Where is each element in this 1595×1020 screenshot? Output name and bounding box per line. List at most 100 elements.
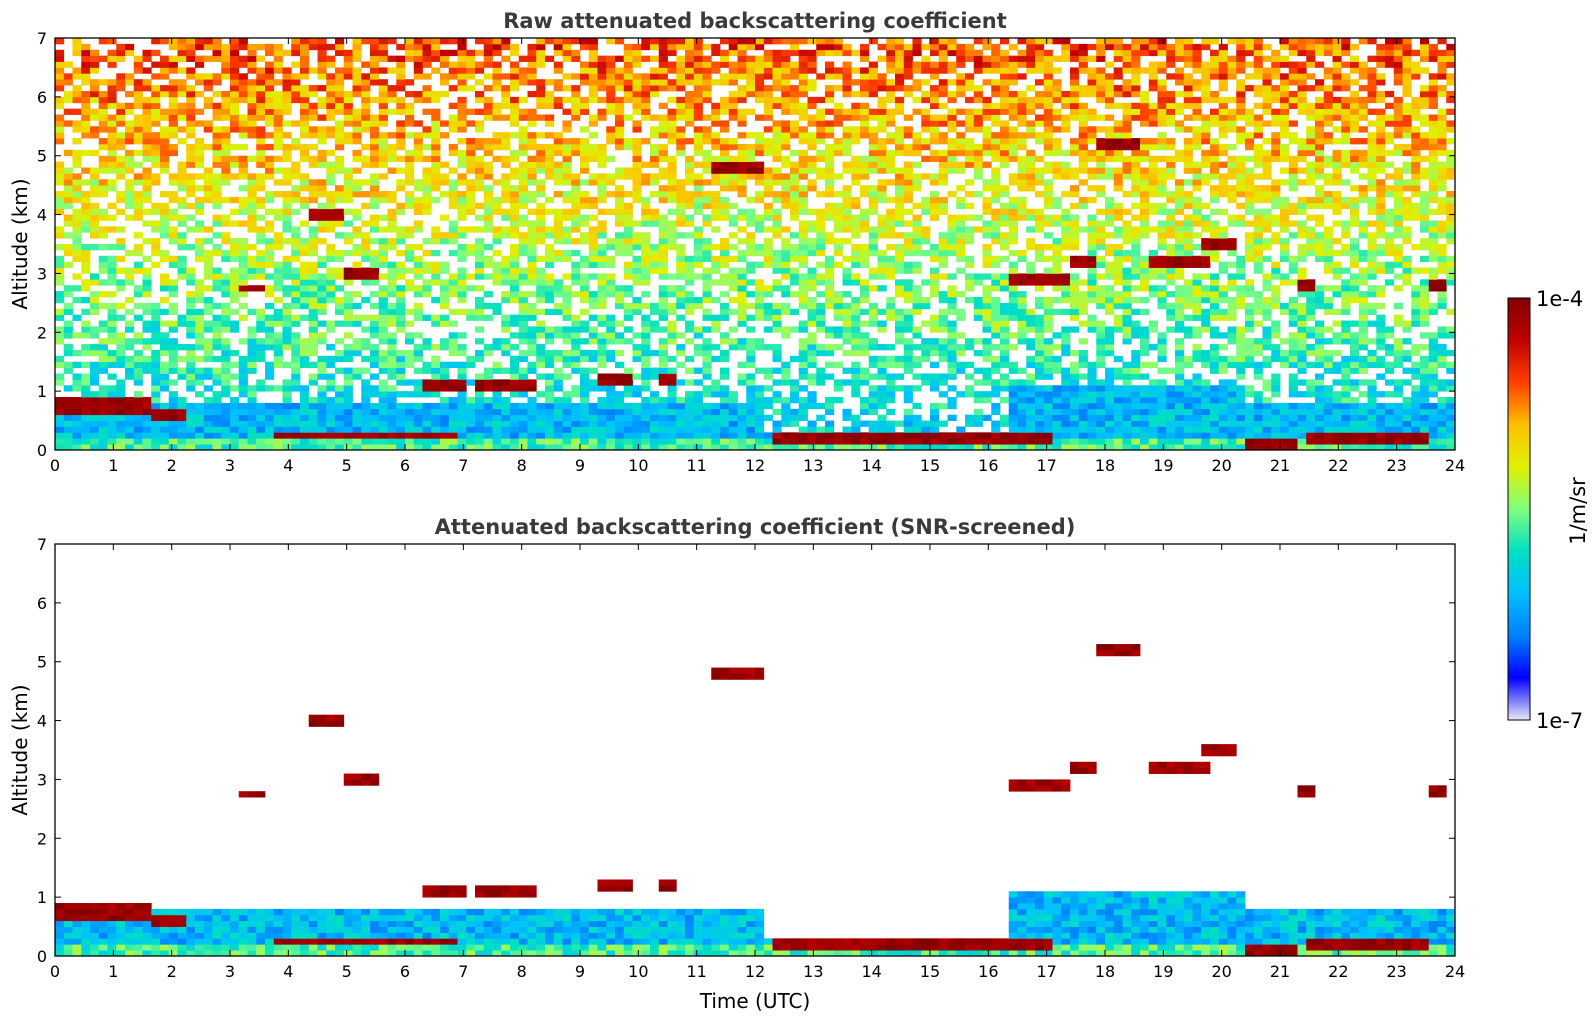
heatmap-cell xyxy=(877,79,887,86)
heatmap-cell xyxy=(151,373,161,380)
heatmap-cell xyxy=(492,367,502,374)
heatmap-cell xyxy=(55,208,65,215)
heatmap-cell xyxy=(212,149,222,157)
heatmap-cell xyxy=(343,385,353,392)
heatmap-cell xyxy=(370,67,380,74)
heatmap-cell xyxy=(168,302,178,310)
heatmap-cell xyxy=(868,408,878,416)
heatmap-cell xyxy=(807,420,817,427)
heatmap-cell xyxy=(431,126,441,133)
heatmap-cell xyxy=(510,249,520,257)
heatmap-cell xyxy=(580,179,590,186)
heatmap-cell xyxy=(230,96,240,104)
heatmap-cell xyxy=(615,143,625,151)
heatmap-cell xyxy=(720,179,730,186)
heatmap-cell xyxy=(798,232,808,239)
heatmap-cell xyxy=(623,73,633,80)
heatmap-cell xyxy=(658,61,668,68)
heatmap-cell xyxy=(781,255,791,263)
heatmap-cell xyxy=(151,38,161,45)
heatmap-cell xyxy=(588,326,598,333)
heatmap-cell xyxy=(807,61,817,68)
heatmap-cell xyxy=(755,432,765,439)
heatmap-cell xyxy=(282,320,292,327)
heatmap-cell xyxy=(545,426,555,433)
heatmap-cell xyxy=(938,391,948,398)
heatmap-cell xyxy=(737,96,747,104)
heatmap-cell xyxy=(300,149,310,157)
heatmap-cell xyxy=(361,255,371,263)
heatmap-cell xyxy=(396,67,406,74)
heatmap-cell xyxy=(125,49,135,57)
heatmap-cell xyxy=(142,85,152,92)
heatmap-cell xyxy=(256,238,266,245)
heatmap-cell xyxy=(755,43,765,51)
heatmap-cell xyxy=(886,220,896,227)
heatmap-cell xyxy=(877,155,887,162)
heatmap-cell xyxy=(816,73,826,80)
heatmap-cell xyxy=(326,149,336,157)
heatmap-cell xyxy=(518,385,528,392)
heatmap-cell xyxy=(798,102,808,110)
heatmap-cell xyxy=(230,196,240,204)
heatmap-cell xyxy=(825,61,835,68)
heatmap-cell xyxy=(81,208,91,215)
heatmap-cell xyxy=(685,438,695,445)
heatmap-cell xyxy=(641,261,651,268)
heatmap-cell xyxy=(632,185,642,192)
heatmap-cell xyxy=(921,249,931,257)
heatmap-cell xyxy=(90,279,100,286)
heatmap-cell xyxy=(457,255,467,263)
heatmap-cell xyxy=(685,220,695,227)
heatmap-cell xyxy=(825,397,835,404)
heatmap-cell xyxy=(422,249,432,257)
heatmap-cell xyxy=(755,55,765,62)
heatmap-cell xyxy=(282,167,292,174)
heatmap-cell xyxy=(641,196,651,204)
heatmap-cell xyxy=(728,185,738,192)
heatmap-cell xyxy=(798,361,808,368)
heatmap-cell xyxy=(370,138,380,145)
heatmap-cell xyxy=(912,149,922,157)
heatmap-cell xyxy=(55,402,65,410)
heatmap-cell xyxy=(746,61,756,68)
heatmap-cell xyxy=(186,49,196,57)
heatmap-cell xyxy=(746,391,756,398)
heatmap-cell xyxy=(501,214,511,221)
heatmap-cell xyxy=(335,232,345,239)
heatmap-cell xyxy=(930,214,940,221)
heatmap-cell xyxy=(851,373,861,380)
heatmap-cell xyxy=(221,320,231,327)
heatmap-cell xyxy=(440,408,450,416)
heatmap-cell xyxy=(370,226,380,233)
heatmap-cell xyxy=(300,314,310,321)
heatmap-cell xyxy=(615,126,625,133)
heatmap-cell xyxy=(860,167,870,174)
heatmap-cell xyxy=(160,202,170,210)
heatmap-cell xyxy=(807,338,817,345)
heatmap-cell xyxy=(168,379,178,386)
heatmap-cell xyxy=(317,55,327,62)
heatmap-cell xyxy=(851,232,861,239)
heatmap-cell xyxy=(475,161,485,168)
heatmap-cell xyxy=(265,114,275,121)
heatmap-cell xyxy=(711,267,721,274)
heatmap-cell xyxy=(825,255,835,263)
heatmap-cell xyxy=(116,385,126,392)
heatmap-cell xyxy=(273,355,283,363)
heatmap-cell xyxy=(720,38,730,45)
heatmap-cell xyxy=(256,432,266,439)
heatmap-cell xyxy=(343,426,353,433)
heatmap-cell xyxy=(842,426,852,433)
heatmap-cell xyxy=(361,120,371,127)
heatmap-cell xyxy=(658,191,668,198)
heatmap-cell xyxy=(903,61,913,68)
heatmap-cell xyxy=(615,432,625,439)
heatmap-cell xyxy=(343,397,353,404)
heatmap-cell xyxy=(300,302,310,310)
heatmap-cell xyxy=(151,444,161,451)
heatmap-cell xyxy=(203,344,213,351)
heatmap-cell xyxy=(536,273,546,280)
heatmap-cell xyxy=(702,67,712,74)
heatmap-cell xyxy=(308,108,318,115)
